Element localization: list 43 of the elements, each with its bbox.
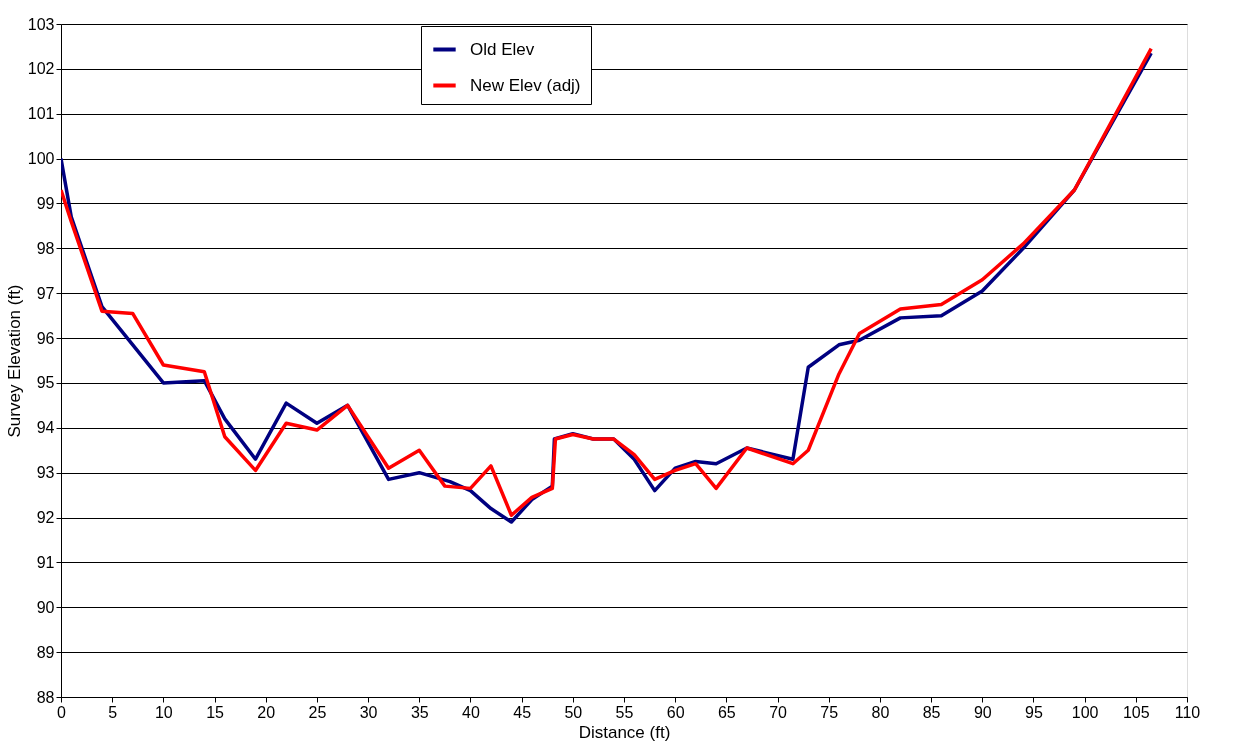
x-tick-label: 45	[513, 703, 532, 721]
x-tick-label: 75	[820, 703, 839, 721]
y-tick-label: 96	[36, 329, 55, 347]
x-tick-label: 25	[308, 703, 327, 721]
x-tick-label: 85	[922, 703, 941, 721]
y-tick-label: 101	[27, 105, 55, 123]
x-tick-label: 35	[410, 703, 429, 721]
y-tick-label: 92	[36, 509, 55, 527]
x-tick-label: 30	[359, 703, 378, 721]
x-tick-label: 20	[257, 703, 276, 721]
y-tick-label: 103	[27, 15, 55, 33]
x-axis-title: Distance (ft)	[578, 722, 671, 742]
x-tick-label: 100	[1071, 703, 1099, 721]
x-tick-label: 65	[717, 703, 736, 721]
y-tick-label: 98	[36, 239, 55, 257]
x-tick-label: 80	[871, 703, 890, 721]
x-tick-label: 55	[615, 703, 634, 721]
x-tick-label: 105	[1122, 703, 1150, 721]
y-tick-label: 91	[36, 553, 55, 571]
x-tick-label: 5	[108, 703, 118, 721]
x-tick-label: 40	[462, 703, 480, 721]
y-tick-label: 89	[36, 643, 55, 661]
x-tick-label: 15	[206, 703, 225, 721]
y-tick-label: 88	[36, 688, 55, 706]
x-tick-label: 90	[973, 703, 992, 721]
x-tick-label: 10	[154, 703, 173, 721]
y-tick-label: 90	[36, 598, 55, 616]
x-tick-label: 70	[769, 703, 788, 721]
x-tick-label: 110	[1174, 703, 1201, 721]
x-tick-label: 50	[564, 703, 583, 721]
y-tick-label: 99	[36, 194, 55, 212]
y-tick-label: 94	[36, 419, 55, 437]
y-tick-label: 102	[27, 60, 55, 78]
x-tick-label: 0	[57, 703, 67, 721]
legend-label: New Elev (adj)	[470, 75, 581, 95]
y-axis-title: Survey Elevation (ft)	[4, 284, 24, 438]
y-tick-label: 95	[36, 374, 55, 392]
y-tick-label: 93	[36, 464, 55, 482]
y-tick-label: 100	[27, 150, 55, 168]
legend-label: Old Elev	[470, 39, 535, 59]
x-tick-label: 95	[1025, 703, 1043, 721]
x-tick-label: 60	[666, 703, 685, 721]
y-tick-label: 97	[36, 284, 55, 302]
